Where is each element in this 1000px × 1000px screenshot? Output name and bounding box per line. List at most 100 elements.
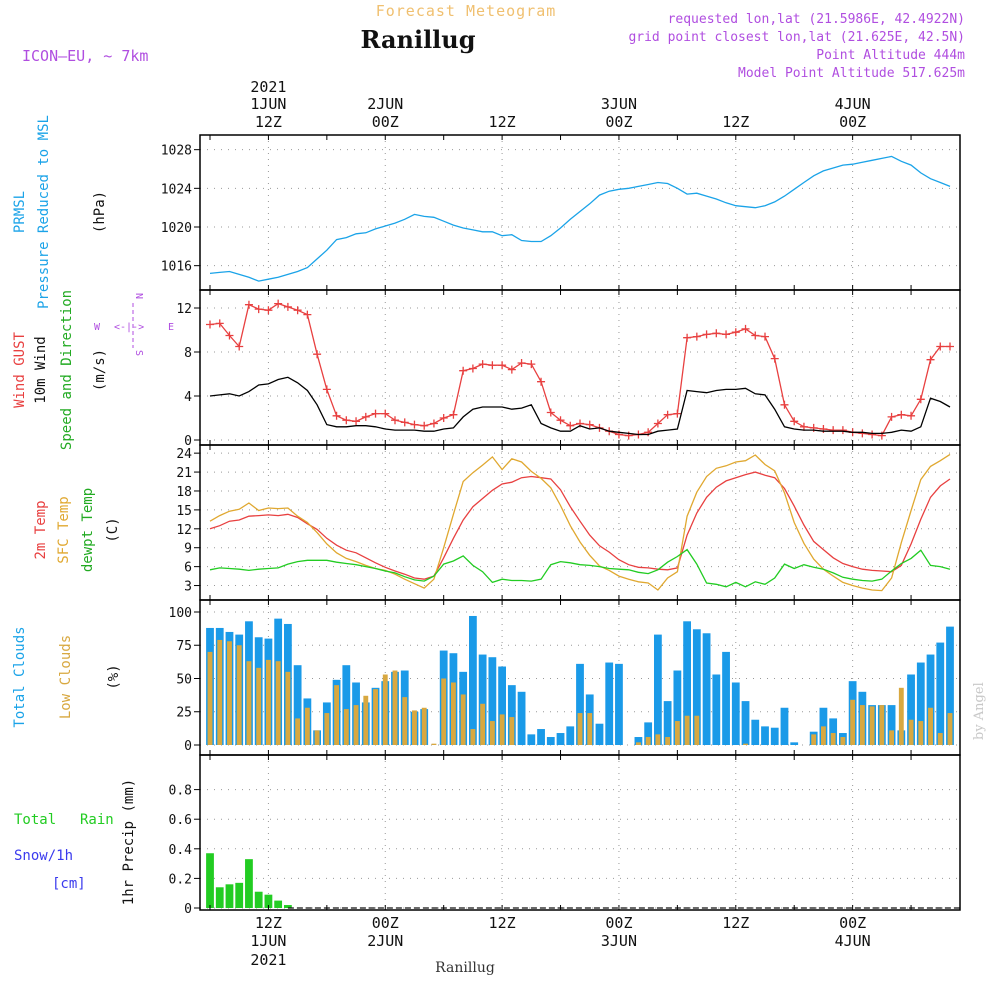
- temperature-ytick-label: 9: [184, 542, 192, 557]
- cloud-labels: Total Clouds Low Clouds (%): [12, 626, 122, 727]
- wind-10m-wind-line: [209, 376, 951, 436]
- gust-point: [527, 360, 536, 369]
- cloud-label-unit: (%): [106, 664, 122, 689]
- low-cloud-bar: [246, 661, 252, 745]
- low-cloud-bar: [207, 651, 213, 745]
- clouds-ytick-label: 50: [176, 672, 192, 687]
- total-cloud-bar: [751, 719, 760, 745]
- low-cloud-bar: [820, 726, 826, 745]
- low-cloud-bar: [889, 730, 895, 745]
- gust-point: [400, 418, 409, 427]
- gust-point: [391, 416, 399, 425]
- low-cloud-bar: [898, 687, 904, 745]
- temperature-ytick-label: 6: [184, 561, 192, 576]
- bottom-time-label: 12Z: [489, 914, 516, 932]
- low-cloud-bar: [859, 705, 865, 745]
- gust-point: [478, 360, 487, 369]
- top-time-label: 12Z: [489, 113, 516, 131]
- gust-point: [206, 320, 214, 329]
- axis-layer: 1016102010241028048123691215182124025507…: [161, 78, 961, 969]
- low-cloud-bar: [265, 659, 271, 745]
- rain-bar: [215, 887, 224, 908]
- low-cloud-bar: [577, 713, 583, 745]
- total-cloud-bar: [615, 663, 623, 745]
- precip-label-snow: Snow/1h: [14, 848, 73, 864]
- rain-bar: [254, 891, 263, 908]
- low-cloud-bar: [382, 674, 388, 745]
- requested-point: requested lon,lat (21.5986E, 42.4922N): [668, 12, 965, 27]
- clouds-ytick-label: 100: [169, 606, 192, 621]
- low-cloud-bar: [743, 743, 748, 745]
- gust-point: [653, 419, 662, 428]
- rain-bar: [235, 882, 244, 908]
- cloud-label-total: Total Clouds: [12, 626, 28, 727]
- gust-point: [838, 426, 847, 435]
- gust-point: [488, 361, 497, 370]
- compass-icon: N S W E <-|->: [94, 293, 174, 356]
- gust-point: [439, 414, 448, 422]
- top-time-label: 2JUN: [367, 95, 403, 113]
- total-cloud-bar: [537, 729, 545, 745]
- total-cloud-bar: [907, 674, 915, 745]
- precip-label-rain: Rain: [80, 812, 114, 828]
- pressure-frame: [199, 134, 961, 291]
- low-cloud-bar: [908, 719, 914, 745]
- temperature-sfc-temp-line: [209, 453, 951, 592]
- precipitation-ytick-label: 0.6: [169, 813, 192, 828]
- low-cloud-bar: [314, 730, 320, 745]
- temp-label-unit: (C): [105, 517, 121, 542]
- low-cloud-bar: [460, 694, 466, 745]
- clouds-ytick-label: 0: [184, 739, 192, 754]
- low-cloud-bar: [489, 721, 495, 745]
- gust-point: [352, 417, 361, 426]
- total-cloud-bar: [946, 626, 954, 745]
- low-cloud-bar: [499, 714, 505, 745]
- gust-point: [702, 330, 711, 339]
- gust-point: [410, 420, 419, 429]
- low-cloud-bar: [343, 709, 349, 745]
- wind-label-10m: 10m Wind: [33, 336, 49, 403]
- gust-point: [907, 411, 916, 420]
- total-cloud-bar: [576, 663, 584, 745]
- gust-point: [731, 328, 740, 337]
- low-cloud-bar: [655, 734, 661, 745]
- gust-point: [741, 324, 750, 333]
- wind-wind-gust-line: [209, 302, 950, 437]
- total-cloud-bar: [546, 737, 555, 745]
- bottom-time-label: 1JUN: [250, 932, 286, 950]
- gust-point: [897, 410, 906, 419]
- total-cloud-bar: [342, 665, 351, 745]
- total-cloud-bar: [634, 737, 643, 745]
- wind-ytick-label: 4: [184, 390, 192, 405]
- precipitation-ytick-label: 0.2: [169, 872, 192, 887]
- total-cloud-bar: [741, 701, 750, 745]
- total-cloud-bar: [293, 665, 302, 745]
- gust-point: [498, 361, 507, 370]
- gust-point: [566, 421, 575, 430]
- total-cloud-bar: [829, 718, 838, 745]
- total-cloud-bar: [887, 705, 896, 745]
- low-cloud-bar: [412, 710, 417, 745]
- gust-point: [381, 409, 390, 418]
- total-cloud-bar: [790, 742, 799, 745]
- total-cloud-bar: [780, 707, 789, 745]
- precipitation-ytick-label: 0.8: [169, 784, 192, 799]
- low-cloud-bar: [850, 699, 856, 745]
- precipitation-ytick-label: 0.4: [169, 843, 193, 858]
- gust-point: [858, 429, 867, 438]
- grid-layer: [200, 135, 960, 910]
- compass-arrows-h: <-|->: [114, 322, 144, 333]
- gust-point: [936, 342, 945, 351]
- gust-point: [303, 310, 312, 319]
- low-cloud-bar: [509, 717, 515, 745]
- gust-point: [322, 385, 331, 394]
- bottom-time-label: 4JUN: [835, 932, 871, 950]
- low-cloud-bar: [635, 742, 641, 745]
- total-cloud-bar: [731, 682, 740, 745]
- temp-label-2m: 2m Temp: [33, 500, 49, 559]
- compass-s: S: [133, 350, 144, 356]
- point-altitude: Point Altitude 444m: [816, 48, 965, 63]
- model-label: ICON—EU, ~ 7km: [22, 47, 148, 65]
- grid-point: grid point closest lon,lat (21.625E, 42.…: [628, 30, 965, 45]
- temperature-ytick-label: 3: [184, 580, 192, 595]
